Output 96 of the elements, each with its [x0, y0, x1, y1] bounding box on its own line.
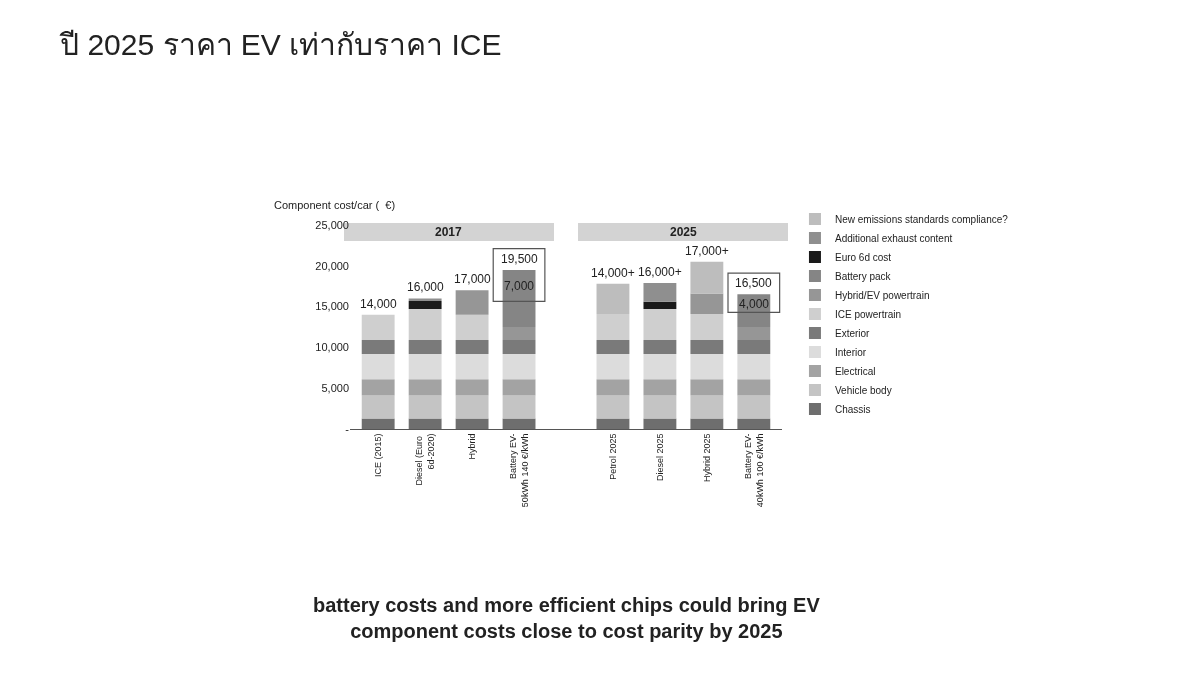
data-label: 4,000 — [739, 297, 770, 311]
bar — [643, 301, 677, 310]
y-tick-label: 10,000 — [315, 341, 349, 354]
annotation: 2025 — [670, 225, 698, 239]
bar — [361, 418, 395, 429]
bar — [643, 340, 677, 354]
bar — [455, 418, 489, 429]
bar — [643, 418, 677, 429]
total-label: 14,000 — [360, 297, 398, 311]
legend-label: Euro 6d cost — [834, 252, 892, 263]
bar — [455, 314, 489, 341]
bar — [690, 340, 724, 354]
bar — [737, 353, 771, 380]
bar — [737, 327, 771, 341]
bar — [408, 395, 442, 419]
bar — [455, 290, 489, 315]
x-tick-label: Hybrid 2025 — [701, 433, 712, 483]
x-tick-label: ICE (2015) — [373, 433, 384, 478]
bar — [502, 327, 536, 341]
bar — [690, 313, 724, 341]
legend-label: Interior — [834, 347, 867, 358]
bar — [596, 395, 630, 419]
total-label: 16,000 — [407, 280, 445, 294]
bar — [690, 418, 724, 429]
x-tick-label: Hybrid — [467, 433, 478, 460]
bar — [408, 340, 442, 354]
bar — [502, 353, 536, 380]
total-label: 16,500 — [735, 276, 773, 290]
bar — [643, 282, 677, 302]
bar — [455, 379, 489, 396]
bar — [737, 379, 771, 396]
bar — [408, 309, 442, 341]
annotation: 2017 — [435, 225, 463, 239]
bar — [502, 418, 536, 429]
bar — [361, 353, 395, 380]
bar — [596, 340, 630, 354]
bar — [361, 379, 395, 396]
x-tick-label: Diesel (Euro 6d-2020) — [414, 433, 436, 486]
y-tick-label: 20,000 — [315, 259, 349, 272]
x-tick-label: Petrol 2025 — [607, 433, 618, 480]
legend-label: Exterior — [834, 328, 871, 339]
bar — [408, 300, 442, 310]
bar — [596, 379, 630, 396]
legend-label: Additional exhaust content — [834, 233, 953, 244]
legend-label: New emissions standards compliance? — [834, 214, 1009, 225]
y-tick-label: - — [345, 422, 350, 435]
data-label: 7,000 — [504, 279, 535, 293]
bar — [408, 379, 442, 396]
bar — [502, 340, 536, 354]
bar — [455, 353, 489, 380]
bar — [361, 340, 395, 354]
text: battery costs and more efficient chips could bring EV component costs close to cost parity by 2025 — [313, 594, 821, 642]
bar — [690, 293, 724, 314]
bar — [690, 395, 724, 419]
bar — [596, 283, 630, 314]
bar — [596, 313, 630, 341]
bar — [596, 353, 630, 380]
bar — [737, 340, 771, 354]
chart-title: ปี 2025 ราคา EV เท่ากับราคา ICE — [59, 28, 502, 62]
legend-label: ICE powertrain — [834, 309, 902, 320]
bar — [737, 395, 771, 419]
bar — [737, 418, 771, 429]
bar — [408, 418, 442, 429]
bar — [455, 395, 489, 419]
x-tick-label: Diesel 2025 — [654, 433, 665, 482]
bar — [643, 309, 677, 341]
total-label: 17,000 — [454, 272, 492, 286]
bar — [408, 298, 442, 301]
bar — [643, 353, 677, 380]
x-tick-label: Battery EV-50kWh 140 €/kWh — [508, 433, 530, 508]
bar — [361, 314, 395, 341]
legend-label: Vehicle body — [834, 385, 892, 396]
bar — [408, 353, 442, 380]
bar — [690, 379, 724, 396]
legend-label: Electrical — [834, 366, 876, 377]
bar — [596, 418, 630, 429]
total-label: 16,000+ — [638, 265, 682, 279]
bar — [455, 340, 489, 354]
bar — [361, 395, 395, 419]
bar — [502, 379, 536, 396]
legend-label: Hybrid/EV powertrain — [834, 290, 930, 301]
y-tick-label: 25,000 — [315, 218, 349, 231]
legend-label: Chassis — [834, 404, 871, 415]
y-tick-label: 15,000 — [315, 300, 349, 313]
total-label: 17,000+ — [685, 244, 729, 258]
y-axis-title: Component cost/car ( €) — [274, 199, 396, 211]
bar — [643, 379, 677, 396]
y-tick-label: 5,000 — [321, 382, 349, 395]
bar — [690, 261, 724, 294]
bar — [690, 353, 724, 380]
legend-label: Battery pack — [834, 271, 892, 282]
bar — [643, 395, 677, 419]
bar — [502, 395, 536, 419]
total-label: 19,500 — [501, 252, 539, 266]
total-label: 14,000+ — [591, 266, 635, 280]
x-tick-label: Battery EV-40kWh 100 €/kWh — [742, 433, 765, 508]
